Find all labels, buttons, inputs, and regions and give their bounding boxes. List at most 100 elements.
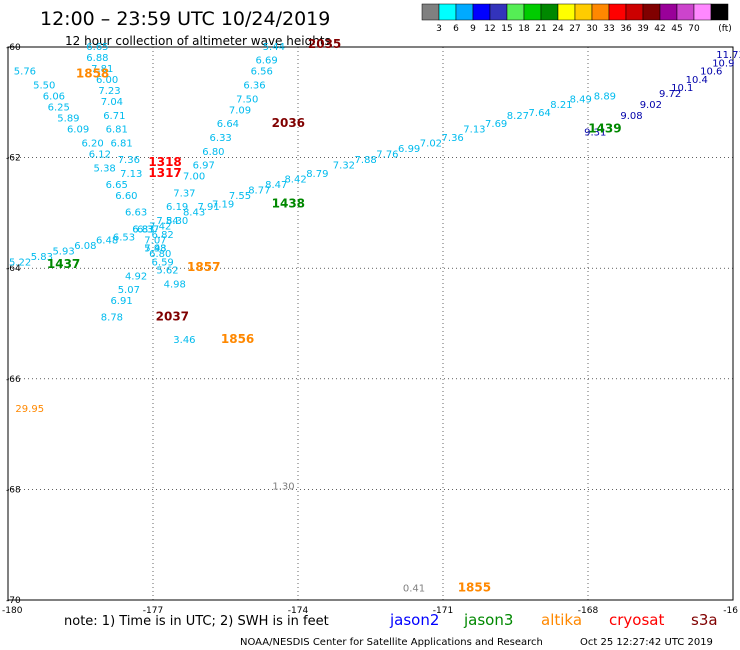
wave-height-value: 6.91 bbox=[110, 296, 132, 307]
wave-height-value: 6.64 bbox=[217, 119, 239, 130]
colorbar-swatch bbox=[693, 3, 712, 21]
wave-height-value: 7.13 bbox=[120, 169, 142, 180]
axis-ticks: -180 -177 -174 -171 -168 -16 -60 -62 -64 -66 -68 -7… bbox=[2, 43, 738, 616]
pass-time-label: 1437 bbox=[47, 257, 80, 271]
x-tick-label: -177 bbox=[143, 606, 163, 616]
wave-height-value: 6.19 bbox=[166, 202, 188, 213]
wave-height-value: 10.9 bbox=[712, 58, 734, 69]
wave-height-value: 5.38 bbox=[94, 163, 116, 174]
wave-height-value: 7.55 bbox=[229, 191, 251, 202]
plot-border bbox=[7, 46, 734, 601]
wave-height-value: 7.00 bbox=[183, 172, 205, 183]
colorbar-label: 3 bbox=[436, 24, 442, 34]
wave-height-value: 29.95 bbox=[15, 404, 44, 415]
colorbar-swatch bbox=[421, 3, 440, 21]
colorbar-label: 30 bbox=[586, 24, 598, 34]
wave-height-value: 6.25 bbox=[48, 103, 70, 114]
wave-height-value: 4.98 bbox=[164, 280, 186, 291]
wave-height-value: 7.81 bbox=[91, 64, 113, 75]
wave-height-value: 7.13 bbox=[463, 125, 485, 136]
colorbar-swatch bbox=[455, 3, 474, 21]
wave-height-value: 7.36 bbox=[118, 155, 140, 166]
x-tick-label: -16 bbox=[723, 606, 738, 616]
colorbar-swatch bbox=[438, 3, 457, 21]
y-tick-label: -66 bbox=[6, 375, 21, 385]
pass-time-label: 1318 bbox=[148, 155, 181, 169]
colorbar-swatch bbox=[472, 3, 491, 21]
wave-height-value: 9.72 bbox=[659, 89, 681, 100]
wave-height-value: 5.50 bbox=[33, 80, 55, 91]
colorbar-swatch bbox=[676, 3, 695, 21]
wave-height-value: 7.76 bbox=[376, 150, 398, 161]
wave-height-value: 5.93 bbox=[52, 246, 74, 257]
wave-height-value: 8.77 bbox=[248, 186, 270, 197]
colorbar-swatch bbox=[591, 3, 610, 21]
pass-time-label: 2035 bbox=[308, 37, 341, 51]
wave-height-value: 7.43 bbox=[144, 244, 166, 255]
wave-height-value: 11.73 bbox=[716, 50, 740, 61]
wave-height-value: 6.48 bbox=[96, 235, 118, 246]
wave-height-value: 6.00 bbox=[96, 75, 118, 86]
wave-height-value: 7.32 bbox=[333, 161, 355, 172]
colorbar-swatch bbox=[710, 3, 729, 21]
satellite-legend-jason3: jason3 bbox=[463, 611, 513, 629]
wave-height-value: 6.97 bbox=[193, 161, 215, 172]
wave-height-value: 5.07 bbox=[118, 285, 140, 296]
colorbar-label: 6 bbox=[453, 24, 459, 34]
wave-height-value: 9.02 bbox=[640, 100, 662, 111]
wave-height-value: 7.54 bbox=[156, 216, 178, 227]
wave-height-value: 8.49 bbox=[570, 94, 592, 105]
wave-height-value: 6.88 bbox=[86, 53, 108, 64]
pass-time-label: 1855 bbox=[458, 581, 491, 595]
wave-height-value: 6.99 bbox=[398, 144, 420, 155]
y-tick-label: -68 bbox=[6, 485, 21, 495]
y-tick-label: -70 bbox=[6, 596, 21, 606]
wave-height-value: 10.6 bbox=[700, 67, 722, 78]
wave-height-value: 5.83 bbox=[31, 252, 53, 263]
colorbar-label: 18 bbox=[518, 24, 530, 34]
colorbar-swatch bbox=[642, 3, 661, 21]
wave-height-value: 5.62 bbox=[156, 266, 178, 277]
pass-time-label: 1317 bbox=[148, 166, 181, 180]
wave-height-value: 6.36 bbox=[243, 80, 265, 91]
colorbar-label: 27 bbox=[569, 24, 580, 34]
wave-height-value: 6.63 bbox=[125, 208, 147, 219]
colorbar-label: 12 bbox=[484, 24, 495, 34]
colorbar-legend: 3 6 9 12 15 18 21 24 27 30 33 36 39 42 45 70 (ft) bbox=[421, 3, 732, 34]
wave-height-value: 7.19 bbox=[212, 199, 234, 210]
wave-height-value: 8.21 bbox=[550, 100, 572, 111]
wave-height-value: 6.71 bbox=[103, 111, 125, 122]
wave-height-value: 6.33 bbox=[210, 133, 232, 144]
wave-height-value: 6.60 bbox=[115, 191, 137, 202]
wave-height-value: 6.83 bbox=[132, 224, 154, 235]
wave-height-value: 6.65 bbox=[86, 42, 108, 53]
x-tick-label: -168 bbox=[578, 606, 599, 616]
wave-height-value: 5.76 bbox=[14, 67, 36, 78]
timestamp: Oct 25 12:27:42 UTC 2019 bbox=[580, 637, 713, 648]
wave-height-value: 7.07 bbox=[144, 235, 166, 246]
wave-height-value: 7.04 bbox=[101, 97, 123, 108]
colorbar-label: 15 bbox=[501, 24, 512, 34]
x-tick-label: -171 bbox=[433, 606, 453, 616]
colorbar-swatch bbox=[489, 3, 508, 21]
wave-height-value: 7.09 bbox=[229, 105, 251, 116]
pass-time-label: 1857 bbox=[187, 260, 220, 274]
wave-height-value: 6.65 bbox=[106, 180, 128, 191]
wave-height-value: 7.23 bbox=[98, 86, 120, 97]
wave-height-value: 10.1 bbox=[671, 83, 693, 94]
wave-height-value: 6.08 bbox=[74, 241, 96, 252]
wave-height-value: 7.91 bbox=[197, 202, 219, 213]
wave-height-value: 8.79 bbox=[306, 169, 328, 180]
wave-height-value: 7.37 bbox=[173, 188, 195, 199]
satellite-legend-jason2: jason2 bbox=[389, 611, 439, 629]
colorbar-swatch bbox=[608, 3, 627, 21]
colorbar-label: 36 bbox=[620, 24, 632, 34]
chart-subtitle: 12 hour collection of altimeter wave hei… bbox=[65, 34, 331, 48]
wave-height-value: 7.50 bbox=[236, 94, 258, 105]
wave-height-value: 8.43 bbox=[183, 208, 205, 219]
wave-height-value: 5.44 bbox=[263, 42, 285, 53]
wave-height-value: 6.80 bbox=[149, 249, 171, 260]
wave-height-value: 6.06 bbox=[43, 92, 65, 103]
wave-height-value: 4.92 bbox=[125, 271, 147, 282]
